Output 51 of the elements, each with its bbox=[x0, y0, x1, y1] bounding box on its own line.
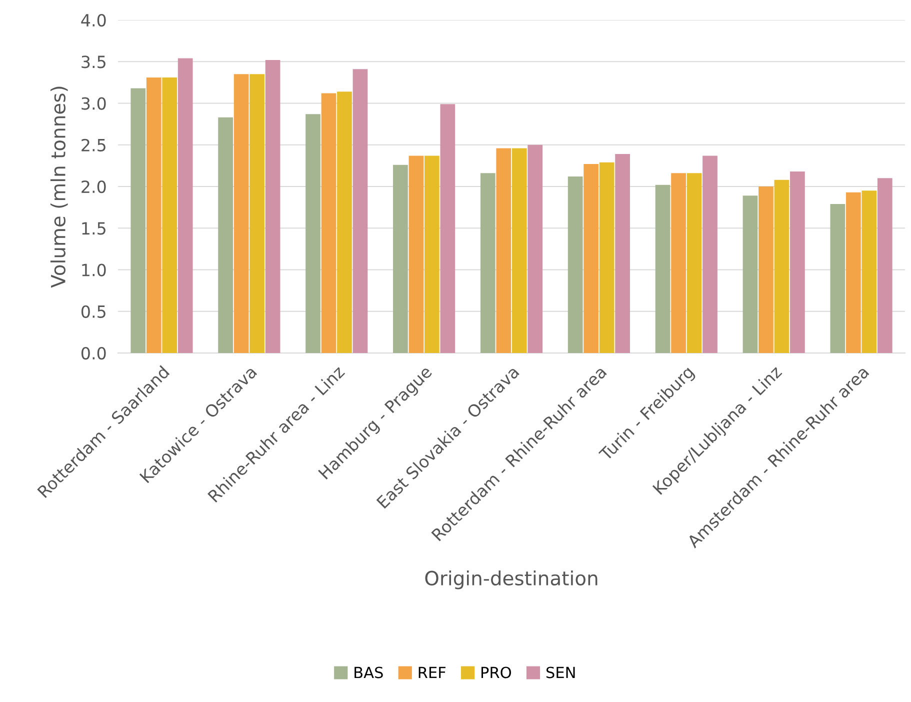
y-axis-title: Volume (mln tonnes) bbox=[50, 86, 68, 288]
bar bbox=[862, 190, 877, 353]
bar bbox=[790, 172, 805, 353]
bar bbox=[480, 173, 496, 353]
bar bbox=[830, 204, 846, 353]
legend-label: PRO bbox=[481, 666, 511, 678]
bar bbox=[440, 104, 456, 353]
legend-label: BAS bbox=[354, 666, 383, 678]
bar bbox=[337, 92, 352, 353]
bar bbox=[130, 88, 146, 353]
bar bbox=[408, 156, 424, 353]
bar bbox=[234, 74, 249, 353]
bar bbox=[584, 164, 599, 353]
bar bbox=[615, 154, 630, 353]
y-tick-label: 2.0 bbox=[82, 180, 106, 194]
legend-label: SEN bbox=[546, 666, 575, 678]
bar bbox=[162, 77, 178, 353]
bar bbox=[218, 117, 233, 353]
bar bbox=[496, 148, 512, 353]
y-tick-label: 0.5 bbox=[81, 305, 106, 318]
bar bbox=[306, 114, 320, 353]
bar bbox=[758, 186, 774, 353]
bar bbox=[393, 164, 408, 353]
legend-label: REF bbox=[418, 666, 446, 678]
bar bbox=[671, 173, 686, 353]
bar bbox=[146, 77, 162, 353]
x-axis-title: Origin-destination bbox=[425, 570, 598, 590]
bar bbox=[774, 180, 790, 353]
y-tick-label: 1.0 bbox=[82, 264, 106, 276]
bar bbox=[321, 93, 336, 353]
bar bbox=[178, 58, 193, 353]
bar bbox=[655, 184, 670, 353]
bar bbox=[742, 196, 758, 353]
y-tick-label: 4.0 bbox=[81, 14, 106, 27]
bar bbox=[424, 156, 440, 353]
y-tick-label: 2.5 bbox=[82, 138, 106, 152]
bar bbox=[846, 192, 861, 353]
bar bbox=[528, 144, 543, 353]
bar bbox=[599, 162, 614, 353]
bar bbox=[512, 148, 527, 353]
bar bbox=[250, 74, 264, 353]
bar bbox=[265, 60, 280, 353]
y-tick-label: 0.0 bbox=[81, 346, 106, 360]
y-tick-label: 3.0 bbox=[82, 97, 106, 110]
bar bbox=[352, 69, 368, 353]
bar bbox=[568, 176, 583, 353]
y-tick-label: 3.5 bbox=[82, 56, 106, 68]
bar bbox=[702, 156, 718, 353]
bar bbox=[686, 173, 702, 353]
bar bbox=[877, 178, 892, 353]
y-tick-label: 1.5 bbox=[82, 222, 106, 235]
